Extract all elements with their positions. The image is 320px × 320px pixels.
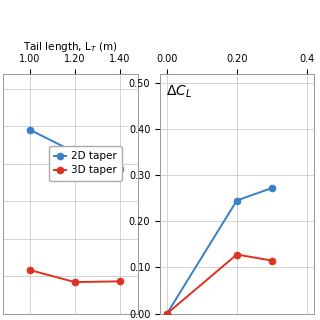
- Line: 2D taper: 2D taper: [27, 126, 123, 172]
- 3D taper: [118, 279, 122, 283]
- Legend: 2D taper, 3D taper: 2D taper, 3D taper: [49, 146, 122, 180]
- 3D taper: [235, 252, 239, 256]
- X-axis label: Tail length, L$_T$ (m): Tail length, L$_T$ (m): [23, 40, 118, 54]
- 3D taper: [270, 259, 274, 262]
- Line: 2D taper: 2D taper: [164, 185, 275, 317]
- 3D taper: [28, 268, 32, 272]
- 2D taper: [73, 150, 77, 154]
- Line: 3D taper: 3D taper: [27, 267, 123, 285]
- Text: $\Delta C_L$: $\Delta C_L$: [166, 83, 192, 100]
- 2D taper: [165, 312, 169, 316]
- 2D taper: [118, 167, 122, 171]
- 2D taper: [28, 128, 32, 132]
- 2D taper: [235, 199, 239, 203]
- 3D taper: [165, 312, 169, 316]
- 2D taper: [270, 186, 274, 190]
- Line: 3D taper: 3D taper: [164, 251, 275, 317]
- 3D taper: [73, 280, 77, 284]
